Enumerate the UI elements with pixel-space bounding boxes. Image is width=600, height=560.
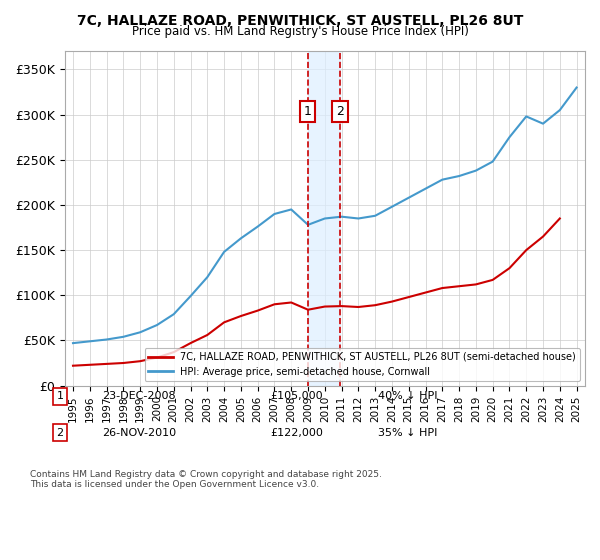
Text: £105,000: £105,000 xyxy=(270,391,323,401)
Text: £122,000: £122,000 xyxy=(270,428,323,437)
Text: 7C, HALLAZE ROAD, PENWITHICK, ST AUSTELL, PL26 8UT: 7C, HALLAZE ROAD, PENWITHICK, ST AUSTELL… xyxy=(77,14,523,28)
Text: 40% ↓ HPI: 40% ↓ HPI xyxy=(378,391,437,401)
Text: 23-DEC-2008: 23-DEC-2008 xyxy=(102,391,176,401)
Text: 1: 1 xyxy=(56,391,64,401)
Bar xyxy=(308,52,340,386)
Text: Contains HM Land Registry data © Crown copyright and database right 2025.
This d: Contains HM Land Registry data © Crown c… xyxy=(30,470,382,489)
Text: 1: 1 xyxy=(304,105,311,118)
Text: 2: 2 xyxy=(336,105,344,118)
Text: Price paid vs. HM Land Registry's House Price Index (HPI): Price paid vs. HM Land Registry's House … xyxy=(131,25,469,38)
Text: 2: 2 xyxy=(56,428,64,437)
Text: 26-NOV-2010: 26-NOV-2010 xyxy=(102,428,176,437)
Text: 35% ↓ HPI: 35% ↓ HPI xyxy=(378,428,437,437)
Legend: 7C, HALLAZE ROAD, PENWITHICK, ST AUSTELL, PL26 8UT (semi-detached house), HPI: A: 7C, HALLAZE ROAD, PENWITHICK, ST AUSTELL… xyxy=(145,348,580,381)
